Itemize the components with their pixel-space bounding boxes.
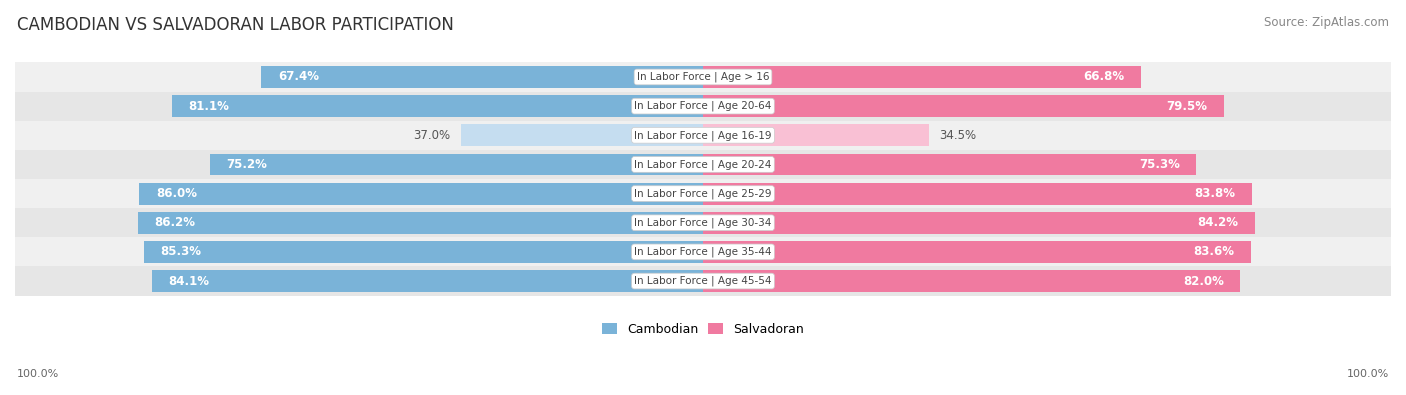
- Bar: [703, 66, 1140, 88]
- Text: In Labor Force | Age 20-24: In Labor Force | Age 20-24: [634, 159, 772, 170]
- Text: In Labor Force | Age 16-19: In Labor Force | Age 16-19: [634, 130, 772, 141]
- Bar: [703, 154, 1197, 175]
- Bar: [15, 150, 1391, 179]
- Bar: [703, 95, 1223, 117]
- Text: 67.4%: 67.4%: [278, 70, 319, 83]
- Bar: [15, 237, 1391, 267]
- Bar: [703, 182, 1253, 205]
- Text: 86.2%: 86.2%: [155, 216, 195, 229]
- Bar: [152, 270, 703, 292]
- Bar: [703, 270, 1240, 292]
- Text: 85.3%: 85.3%: [160, 245, 201, 258]
- Text: 83.8%: 83.8%: [1195, 187, 1236, 200]
- Text: Source: ZipAtlas.com: Source: ZipAtlas.com: [1264, 16, 1389, 29]
- Text: In Labor Force | Age 20-64: In Labor Force | Age 20-64: [634, 101, 772, 111]
- Text: 75.2%: 75.2%: [226, 158, 267, 171]
- Text: 75.3%: 75.3%: [1139, 158, 1180, 171]
- Bar: [15, 62, 1391, 92]
- Text: In Labor Force | Age 30-34: In Labor Force | Age 30-34: [634, 218, 772, 228]
- Text: 100.0%: 100.0%: [17, 369, 59, 379]
- Text: In Labor Force | Age 45-54: In Labor Force | Age 45-54: [634, 276, 772, 286]
- Text: 79.5%: 79.5%: [1167, 100, 1208, 113]
- Bar: [172, 95, 703, 117]
- Text: CAMBODIAN VS SALVADORAN LABOR PARTICIPATION: CAMBODIAN VS SALVADORAN LABOR PARTICIPAT…: [17, 16, 454, 34]
- Text: 34.5%: 34.5%: [939, 129, 976, 142]
- Bar: [461, 124, 703, 146]
- Bar: [15, 179, 1391, 208]
- Text: In Labor Force | Age 25-29: In Labor Force | Age 25-29: [634, 188, 772, 199]
- Text: In Labor Force | Age 35-44: In Labor Force | Age 35-44: [634, 246, 772, 257]
- Text: 83.6%: 83.6%: [1194, 245, 1234, 258]
- Text: 66.8%: 66.8%: [1083, 70, 1125, 83]
- Bar: [15, 208, 1391, 237]
- Bar: [15, 267, 1391, 295]
- Bar: [211, 154, 703, 175]
- Bar: [262, 66, 703, 88]
- Text: In Labor Force | Age > 16: In Labor Force | Age > 16: [637, 72, 769, 82]
- Text: 100.0%: 100.0%: [1347, 369, 1389, 379]
- Bar: [703, 212, 1254, 234]
- Text: 86.0%: 86.0%: [156, 187, 197, 200]
- Bar: [138, 212, 703, 234]
- Text: 84.1%: 84.1%: [169, 275, 209, 288]
- Bar: [703, 124, 929, 146]
- Text: 37.0%: 37.0%: [413, 129, 451, 142]
- Bar: [139, 182, 703, 205]
- Bar: [143, 241, 703, 263]
- Bar: [703, 241, 1251, 263]
- Legend: Cambodian, Salvadoran: Cambodian, Salvadoran: [598, 318, 808, 341]
- Text: 81.1%: 81.1%: [188, 100, 229, 113]
- Text: 82.0%: 82.0%: [1182, 275, 1223, 288]
- Text: 84.2%: 84.2%: [1198, 216, 1239, 229]
- Bar: [15, 121, 1391, 150]
- Bar: [15, 92, 1391, 121]
